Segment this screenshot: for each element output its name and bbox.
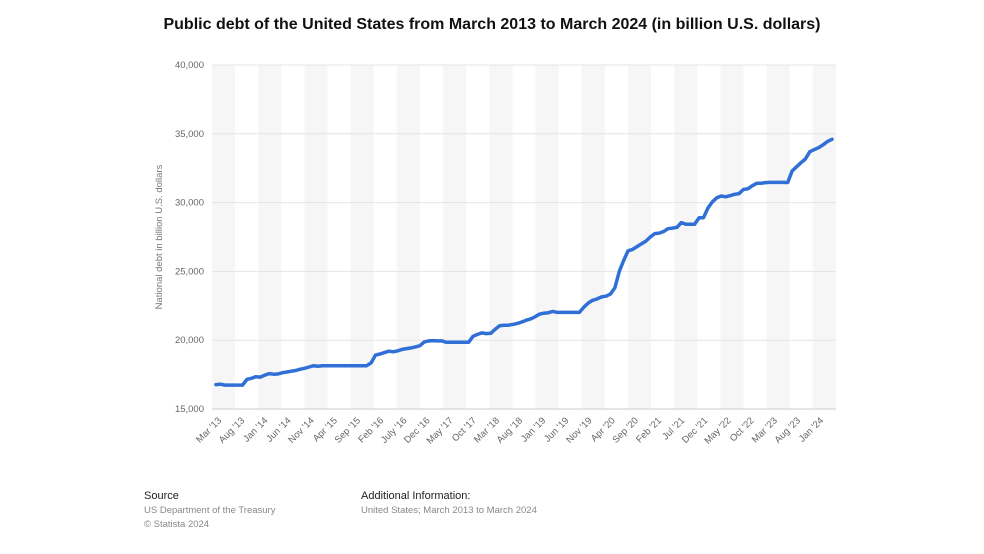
plot-band <box>443 65 467 409</box>
y-tick-label: 35,000 <box>175 129 204 140</box>
copyright: © Statista 2024 <box>144 519 210 530</box>
y-tick-label: 40,000 <box>175 60 204 71</box>
plot-band <box>789 65 813 409</box>
plot-band <box>812 65 836 409</box>
additional-info-heading: Additional Information: <box>361 490 471 502</box>
plot-band <box>489 65 513 409</box>
plot-band <box>396 65 420 409</box>
source-name: US Department of the Treasury <box>144 505 276 516</box>
source-block: Source US Department of the Treasury © S… <box>144 490 275 530</box>
y-tick-label: 30,000 <box>175 198 204 209</box>
plot-band <box>674 65 698 409</box>
plot-band <box>628 65 652 409</box>
y-tick-label: 20,000 <box>175 335 204 346</box>
plot-band <box>558 65 582 409</box>
x-tick-label: Feb '21 <box>634 415 664 445</box>
plot-band <box>604 65 628 409</box>
plot-band <box>420 65 444 409</box>
plot-band <box>350 65 374 409</box>
plot-band <box>512 65 536 409</box>
plot-band <box>743 65 767 409</box>
y-axis-label: National debt in billion U.S. dollars <box>154 164 165 309</box>
y-tick-label: 25,000 <box>175 266 204 277</box>
x-tick-label: Aug '18 <box>495 415 525 445</box>
gridlines <box>212 64 836 410</box>
plot-band <box>651 65 675 409</box>
y-tick-label: 15,000 <box>175 404 204 415</box>
plot-band <box>281 65 305 409</box>
plot-band <box>327 65 351 409</box>
plot-band <box>373 65 397 409</box>
plot-band <box>212 65 236 409</box>
x-tick-label: Nov '19 <box>564 415 594 445</box>
additional-info-text: United States; March 2013 to March 2024 <box>361 505 537 516</box>
plot-band <box>535 65 559 409</box>
plot-band <box>304 65 328 409</box>
plot-band <box>466 65 490 409</box>
plot-background-bands <box>212 65 836 409</box>
x-tick-label: Aug '23 <box>773 415 803 445</box>
x-tick-label: Jan '24 <box>797 415 826 444</box>
plot-band <box>766 65 790 409</box>
plot-band <box>235 65 259 409</box>
plot-band <box>697 65 721 409</box>
x-tick-label: Jan '14 <box>241 415 270 444</box>
plot-band <box>720 65 744 409</box>
x-tick-label: Nov '14 <box>286 415 316 445</box>
source-heading: Source <box>144 490 179 502</box>
plot-band <box>258 65 282 409</box>
series-line <box>214 137 834 387</box>
x-tick-label: Aug '13 <box>217 415 247 445</box>
chart-title: Public debt of the United States from Ma… <box>163 16 821 33</box>
additional-info-block: Additional Information: United States; M… <box>361 490 537 516</box>
x-tick-label: Jan '19 <box>519 415 548 444</box>
plot-band <box>581 65 605 409</box>
y-axis-ticks: 15,000 20,000 25,000 30,000 35,000 40,000 <box>175 60 204 415</box>
